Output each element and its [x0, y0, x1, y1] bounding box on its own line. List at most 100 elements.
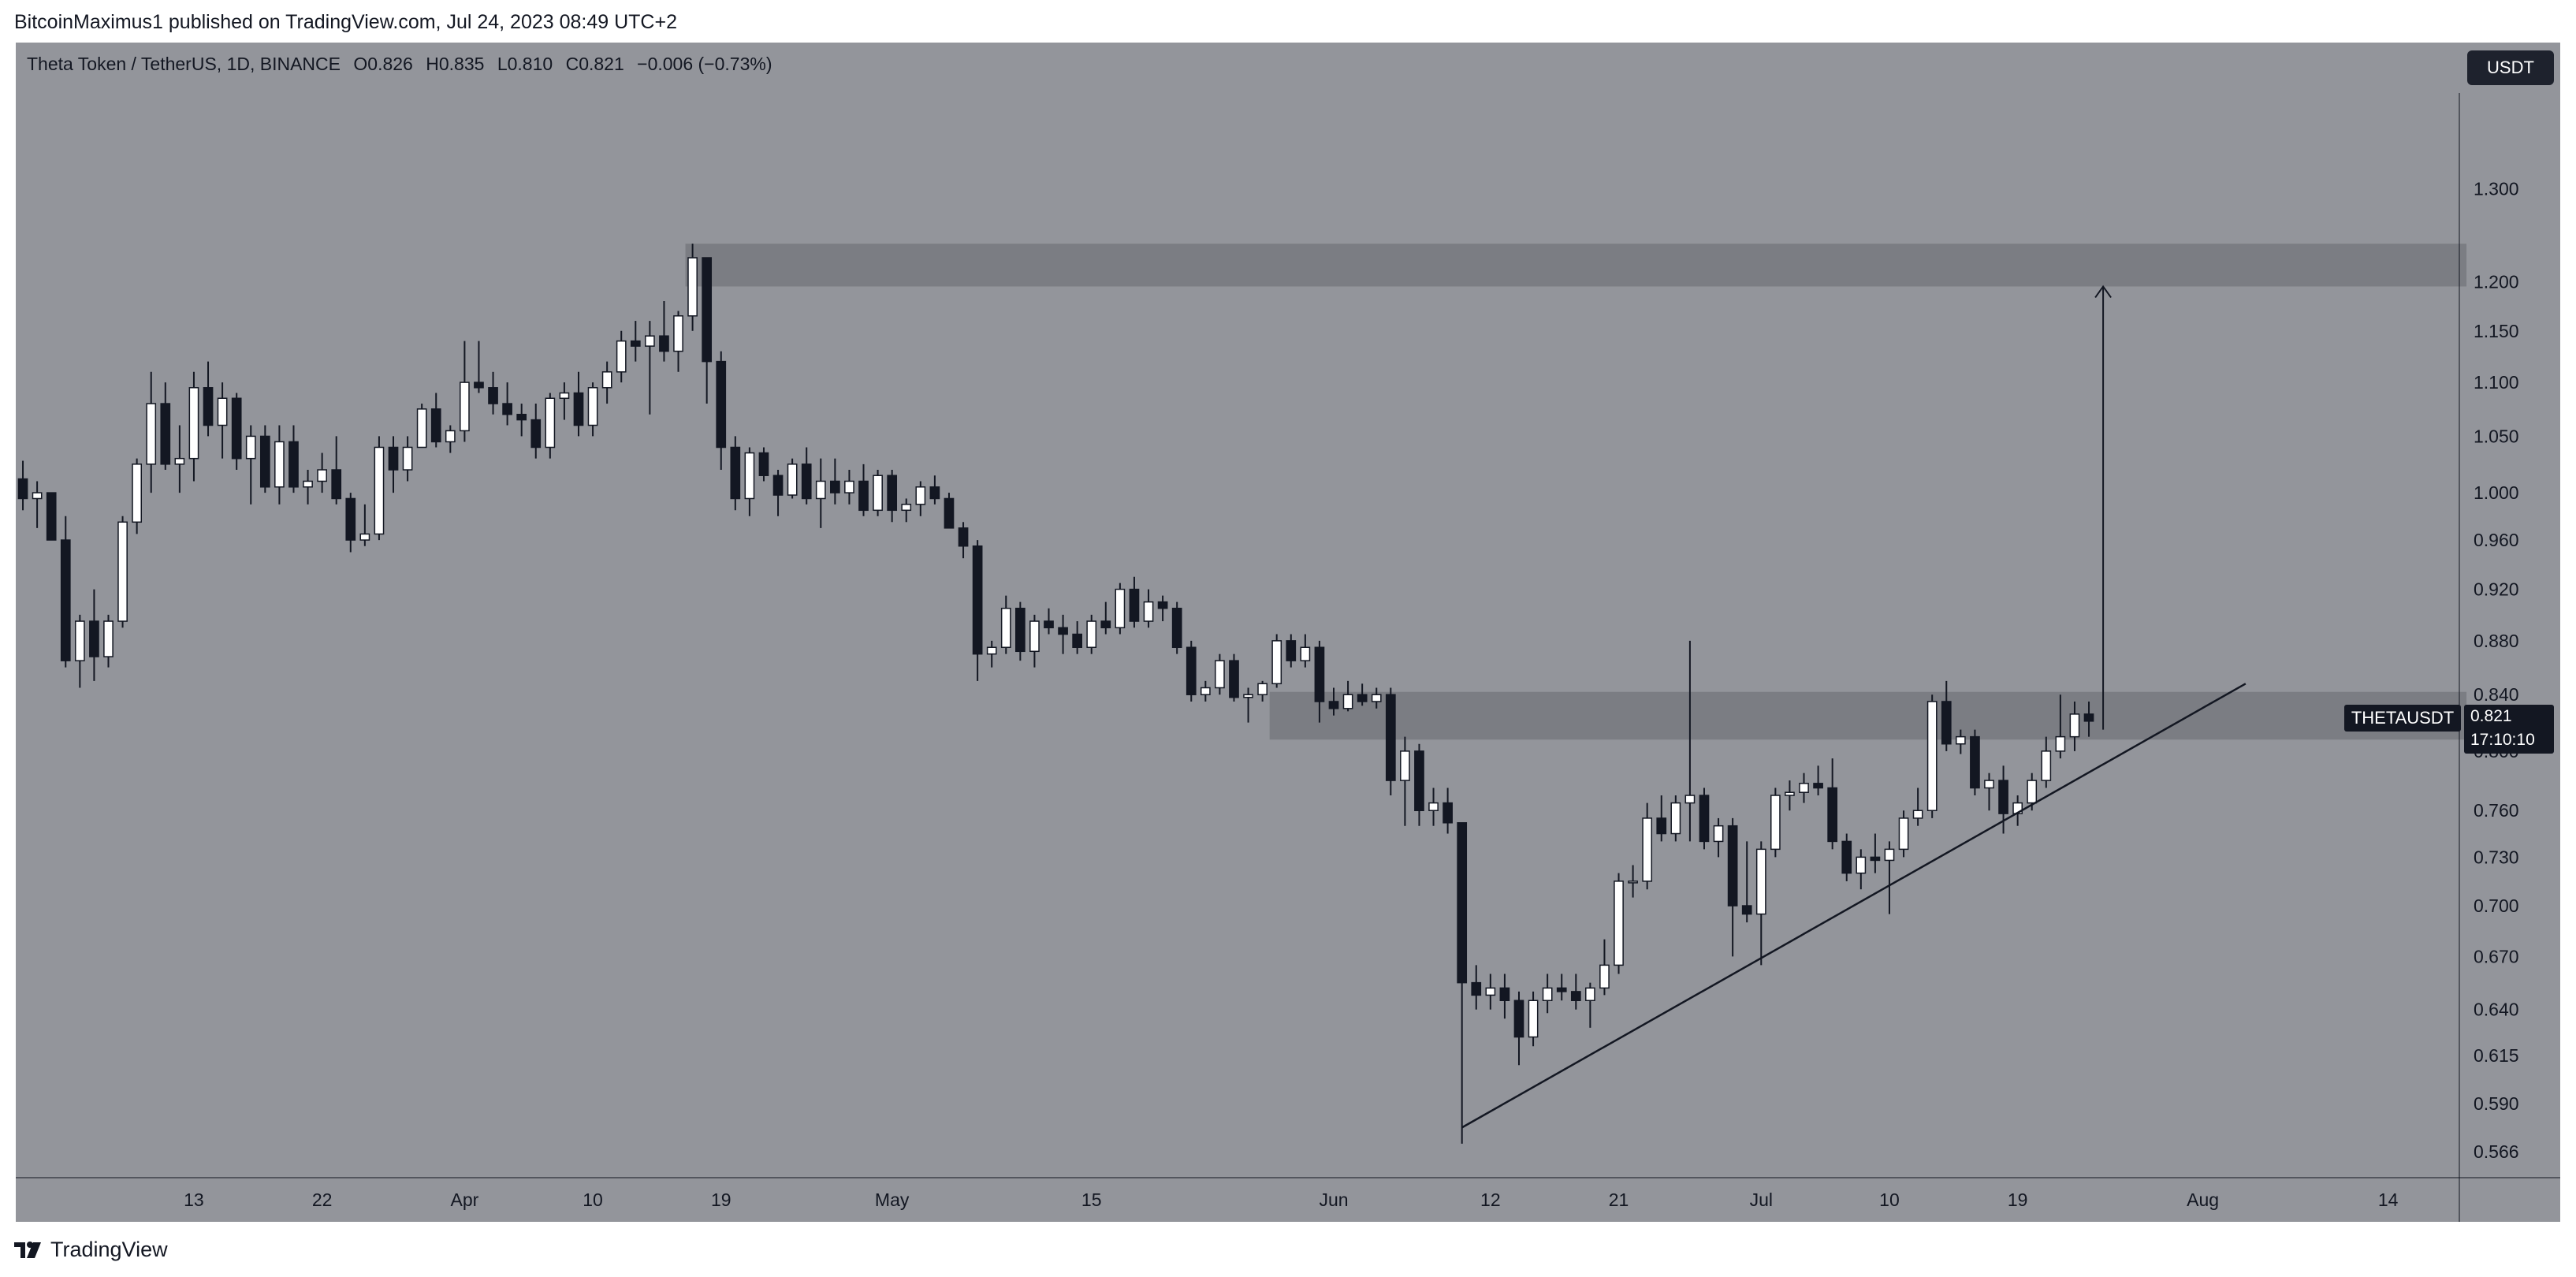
- change-value: −0.006 (−0.73%): [637, 54, 772, 74]
- candle-body: [416, 408, 427, 449]
- y-tick-label: 0.640: [2474, 1000, 2519, 1020]
- x-tick-label: 19: [2008, 1190, 2028, 1210]
- y-tick-label: 0.760: [2474, 800, 2519, 821]
- candle-body: [901, 504, 912, 512]
- y-tick-label: 1.300: [2474, 179, 2519, 199]
- x-tick-label: 12: [1480, 1190, 1501, 1210]
- candle-body: [388, 446, 399, 471]
- candle-body: [60, 539, 71, 661]
- candle-body: [1414, 750, 1424, 811]
- candle-body: [146, 403, 157, 465]
- candle-body: [630, 340, 641, 347]
- brand-name[interactable]: TradingView: [50, 1238, 168, 1261]
- candle-body: [1656, 817, 1667, 835]
- candle-body: [1755, 848, 1766, 915]
- symbol-title: Theta Token / TetherUS, 1D, BINANCE: [27, 54, 341, 74]
- close-value: 0.821: [579, 54, 624, 74]
- candle-body: [1713, 825, 1724, 843]
- bar-countdown: 17:10:10: [2470, 731, 2535, 749]
- ascending-trendline: [1461, 683, 2247, 1129]
- x-tick-label: 14: [2378, 1190, 2399, 1210]
- candle-body: [915, 486, 926, 505]
- candle-body: [1741, 905, 1752, 915]
- chart-background: [16, 43, 2560, 1222]
- x-tick-label: Jun: [1319, 1190, 1348, 1210]
- candle-body: [1556, 987, 1567, 992]
- symbol-legend: Theta Token / TetherUS, 1D, BINANCE O0.8…: [27, 54, 772, 75]
- candle-body: [288, 441, 299, 488]
- candle-layer: [17, 244, 2094, 1144]
- candle-body: [1912, 810, 1923, 819]
- candle-body: [744, 452, 755, 500]
- candle-body: [1229, 660, 1239, 698]
- x-tick-label: Jul: [1750, 1190, 1773, 1210]
- candle-body: [402, 446, 413, 471]
- x-tick-label: 21: [1609, 1190, 1629, 1210]
- currency-badge[interactable]: USDT: [2467, 50, 2554, 85]
- candle-body: [772, 475, 784, 496]
- candle-body: [1998, 780, 2008, 814]
- candle-body: [17, 478, 28, 500]
- candle-body: [1200, 687, 1211, 695]
- y-tick-label: 0.566: [2474, 1141, 2519, 1162]
- candle-body: [1086, 620, 1097, 649]
- candle-body: [1457, 822, 1468, 984]
- candle-body: [2083, 713, 2094, 722]
- candle-body: [659, 335, 669, 352]
- candle-body: [801, 464, 812, 500]
- x-tick-label: 19: [711, 1190, 731, 1210]
- candle-body: [1799, 783, 1809, 793]
- candle-body: [1614, 880, 1624, 966]
- candle-body: [758, 452, 769, 476]
- candle-body: [117, 521, 128, 622]
- candle-body: [687, 257, 698, 317]
- drawing-layer: [1461, 285, 2247, 1129]
- candle-body: [1856, 856, 1867, 874]
- candle-body: [1628, 880, 1638, 884]
- candle-body: [944, 497, 955, 529]
- candle-body: [445, 430, 456, 443]
- candle-body: [1770, 795, 1781, 851]
- y-tick-label: 0.700: [2474, 895, 2519, 916]
- candle-body: [645, 335, 655, 347]
- ticker-badge: THETAUSDT: [2344, 705, 2461, 732]
- candle-body: [516, 413, 527, 421]
- candle-body: [303, 480, 313, 488]
- candle-body: [929, 486, 940, 500]
- x-tick-label: 15: [1081, 1190, 1102, 1210]
- candle-body: [545, 397, 556, 449]
- candle-body: [972, 545, 983, 655]
- candle-body: [132, 464, 142, 523]
- tradingview-logo-icon[interactable]: [14, 1239, 44, 1261]
- x-tick-label: 10: [583, 1190, 603, 1210]
- x-tick-label: May: [875, 1190, 910, 1210]
- candle-body: [89, 620, 99, 657]
- candle-body: [1642, 817, 1653, 882]
- candle-body: [1058, 627, 1068, 635]
- candle-body: [1941, 701, 1952, 745]
- candle-body: [1157, 601, 1168, 609]
- candle-body: [1442, 802, 1453, 824]
- candle-body: [1884, 848, 1895, 862]
- candle-body: [1499, 987, 1510, 1001]
- low-value: 0.810: [507, 54, 553, 74]
- candle-body: [174, 457, 185, 465]
- candle-body: [1286, 640, 1297, 661]
- candle-body: [1400, 750, 1410, 781]
- candle-body: [1243, 694, 1253, 698]
- candle-body: [46, 492, 57, 541]
- x-tick-label: 22: [312, 1190, 333, 1210]
- candle-body: [1215, 660, 1225, 689]
- candle-body: [587, 387, 598, 426]
- candle-body: [32, 492, 43, 500]
- close-label: C: [565, 54, 579, 74]
- candle-body: [616, 340, 627, 373]
- candle-body: [530, 419, 542, 449]
- candle-body: [787, 464, 798, 496]
- footer: TradingView: [0, 1225, 2576, 1277]
- candle-body: [1970, 735, 1980, 789]
- candle-body: [1485, 987, 1496, 996]
- candle-body: [1699, 795, 1710, 843]
- candle-body: [559, 392, 570, 400]
